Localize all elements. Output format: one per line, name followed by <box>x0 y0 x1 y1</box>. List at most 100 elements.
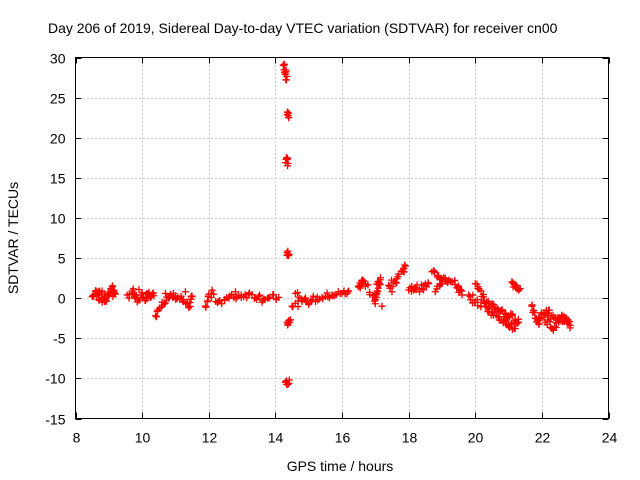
data-point <box>345 287 353 295</box>
data-point <box>324 293 332 301</box>
y-tick-label: 5 <box>58 251 66 267</box>
data-point <box>309 292 317 300</box>
data-point <box>508 312 516 320</box>
x-axis-label: GPS time / hours <box>287 458 394 474</box>
data-point <box>255 293 263 301</box>
data-point <box>256 291 264 299</box>
y-tick-label: -15 <box>45 412 65 428</box>
data-point <box>566 321 574 329</box>
data-point <box>161 289 169 297</box>
x-tick-label: 8 <box>73 430 81 446</box>
chart-title: Day 206 of 2019, Sidereal Day-to-day VTE… <box>48 20 558 36</box>
data-point <box>150 292 158 300</box>
y-tick-label: 25 <box>50 91 66 107</box>
x-tick-label: 14 <box>268 430 284 446</box>
plot-frame <box>75 57 609 419</box>
data-point <box>243 294 251 302</box>
data-point <box>498 306 506 314</box>
data-point <box>282 76 290 84</box>
data-point <box>359 276 367 284</box>
data-point <box>275 293 283 301</box>
data-point <box>431 288 439 296</box>
series-arc-02 <box>123 285 158 306</box>
series-arc-12 <box>528 301 574 334</box>
data-point <box>513 319 521 327</box>
data-point <box>451 281 459 289</box>
data-point <box>536 315 544 323</box>
data-point <box>364 281 372 289</box>
data-point <box>344 288 352 296</box>
y-tick-label: 20 <box>50 131 66 147</box>
y-tick-label: -10 <box>45 371 65 387</box>
series-arc-05 <box>288 287 353 311</box>
data-point <box>305 301 313 309</box>
data-point <box>318 293 326 301</box>
data-point <box>485 299 493 307</box>
series-arc-10 <box>471 280 523 328</box>
data-point <box>138 289 146 297</box>
data-point <box>279 61 287 69</box>
data-point <box>109 282 117 290</box>
data-point <box>181 288 189 296</box>
x-tick-label: 20 <box>468 430 484 446</box>
data-point <box>302 297 310 305</box>
y-tick-label: 30 <box>50 51 66 67</box>
data-point <box>231 288 239 296</box>
data-point <box>186 299 194 307</box>
data-point <box>441 274 449 282</box>
data-point <box>401 262 409 270</box>
y-tick-label: 15 <box>50 171 66 187</box>
data-point <box>284 159 292 167</box>
data-point <box>493 304 501 312</box>
data-point <box>285 376 293 384</box>
x-tick-label: 16 <box>335 430 351 446</box>
data-point <box>180 296 188 304</box>
data-point <box>375 281 383 289</box>
data-point <box>151 312 159 320</box>
data-point <box>283 155 291 163</box>
data-point <box>516 285 524 293</box>
y-tick-label: 0 <box>58 291 66 307</box>
data-point <box>430 268 438 276</box>
data-point <box>286 316 294 324</box>
x-tick-label: 10 <box>135 430 151 446</box>
data-point <box>331 292 339 300</box>
data-points <box>88 60 574 389</box>
x-tick-labels: 8 10 12 14 16 18 20 22 24 <box>73 430 618 446</box>
data-point <box>391 278 399 286</box>
series-arc-04 <box>201 286 283 311</box>
axis-ticks <box>75 57 610 420</box>
data-point <box>129 285 137 293</box>
data-point <box>388 288 396 296</box>
x-tick-label: 24 <box>602 430 618 446</box>
data-point <box>376 276 384 284</box>
series-arc-11 <box>508 278 524 294</box>
data-point <box>285 114 293 122</box>
data-point <box>98 287 106 295</box>
data-point <box>185 304 193 312</box>
data-point <box>284 380 292 388</box>
data-point <box>425 280 433 288</box>
data-point <box>561 314 569 322</box>
data-point <box>203 297 211 305</box>
data-point <box>294 303 302 311</box>
data-point <box>208 286 216 294</box>
data-point <box>560 317 568 325</box>
series-arc-03 <box>151 288 196 321</box>
data-point <box>248 291 256 299</box>
x-tick-label: 12 <box>202 430 218 446</box>
data-point <box>385 281 393 289</box>
y-tick-label: 10 <box>50 211 66 227</box>
data-point <box>105 292 113 300</box>
data-point <box>515 318 523 326</box>
data-point <box>544 316 552 324</box>
data-point <box>474 302 482 310</box>
series-arc-08 <box>428 267 466 299</box>
y-tick-label: -5 <box>53 331 66 347</box>
x-tick-label: 18 <box>402 430 418 446</box>
data-point <box>552 323 560 331</box>
data-point <box>210 290 218 298</box>
data-point <box>456 286 464 294</box>
